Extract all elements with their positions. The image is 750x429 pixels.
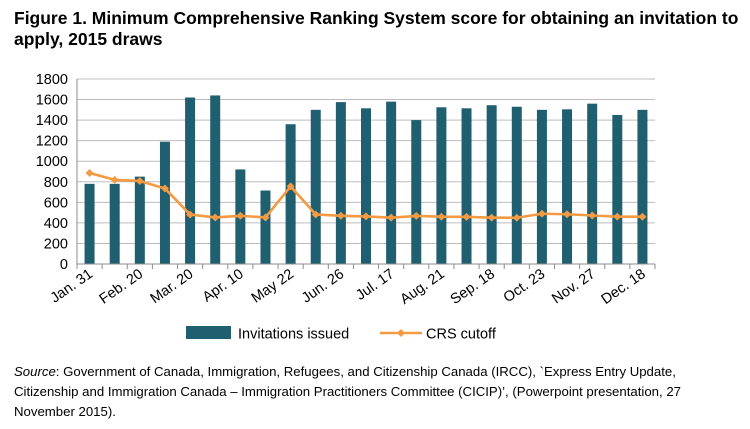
line-point bbox=[85, 168, 94, 177]
bar bbox=[536, 109, 547, 264]
source-note: Source: Government of Canada, Immigratio… bbox=[14, 362, 740, 422]
y-tick-label: 1400 bbox=[36, 113, 68, 129]
line-point bbox=[462, 212, 471, 221]
x-tick-label: Mar. 20 bbox=[148, 266, 197, 307]
bar bbox=[486, 105, 497, 264]
line-point bbox=[563, 210, 572, 219]
bar bbox=[335, 102, 346, 264]
x-tick-label: Oct. 23 bbox=[501, 266, 548, 306]
y-tick-label: 1000 bbox=[36, 154, 68, 170]
bar bbox=[310, 109, 321, 264]
legend-swatch-bars bbox=[186, 326, 231, 339]
line-point bbox=[613, 212, 622, 221]
line-point bbox=[588, 211, 597, 220]
line-point bbox=[311, 210, 320, 219]
line-point bbox=[412, 211, 421, 220]
line-series bbox=[85, 168, 647, 222]
line-point bbox=[362, 212, 370, 221]
line-point bbox=[110, 175, 119, 184]
x-axis: Jan. 31 Feb. 20 Mar. 20 Apr. 10 May 22 Jun. 2… bbox=[48, 263, 656, 308]
y-tick-label: 200 bbox=[44, 236, 68, 252]
x-tick-label: May 22 bbox=[249, 266, 297, 306]
line-point bbox=[286, 182, 295, 191]
line-point bbox=[336, 211, 345, 220]
bar bbox=[612, 114, 623, 264]
x-tick-label: Jun. 26 bbox=[299, 266, 347, 306]
bar bbox=[109, 183, 120, 264]
bar bbox=[637, 109, 648, 264]
y-axis: 0 200 400 600 800 1000 1200 1400 1600 1800 bbox=[36, 72, 78, 273]
x-tick-label: Aug. 21 bbox=[398, 266, 448, 308]
bar bbox=[511, 106, 522, 264]
line-point bbox=[437, 212, 446, 221]
x-tick-label: Feb. 20 bbox=[97, 266, 146, 307]
bar bbox=[587, 103, 598, 264]
line-point bbox=[512, 213, 521, 222]
source-label: Source bbox=[14, 364, 56, 379]
line-point bbox=[211, 213, 220, 222]
x-tick-label: Sep. 18 bbox=[448, 266, 498, 308]
line-point bbox=[387, 213, 396, 222]
line-point bbox=[236, 211, 245, 220]
x-tick-label: Apr. 10 bbox=[200, 266, 247, 305]
y-tick-label: 0 bbox=[60, 257, 68, 273]
x-tick-label: Jul. 17 bbox=[353, 266, 397, 304]
bar bbox=[210, 95, 221, 264]
x-tick-label: Dec. 18 bbox=[599, 266, 649, 308]
x-tick-label: Jan. 31 bbox=[48, 266, 96, 306]
bar-series bbox=[84, 95, 648, 264]
line-point bbox=[186, 210, 195, 219]
bar bbox=[159, 141, 170, 264]
source-text: : Government of Canada, Immigration, Ref… bbox=[14, 364, 681, 419]
bar bbox=[562, 109, 573, 264]
line-point bbox=[638, 212, 647, 221]
legend-marker bbox=[397, 329, 405, 337]
bar bbox=[185, 97, 196, 264]
line-point bbox=[160, 184, 169, 193]
bar bbox=[84, 183, 95, 264]
legend-label: Invitations issued bbox=[238, 327, 349, 343]
legend-label: CRS cutoff bbox=[426, 327, 497, 343]
y-tick-label: 1600 bbox=[36, 93, 68, 109]
y-tick-label: 1200 bbox=[36, 134, 68, 150]
line-point bbox=[537, 209, 546, 218]
y-tick-label: 1800 bbox=[36, 72, 68, 88]
y-tick-label: 600 bbox=[44, 195, 68, 211]
chart-figure: 0 200 400 600 800 1000 1200 1400 1600 1800 Jan. 3… bbox=[36, 72, 656, 343]
bar bbox=[285, 124, 296, 264]
bar bbox=[134, 176, 145, 264]
y-tick-label: 800 bbox=[44, 175, 68, 191]
line-point bbox=[261, 213, 270, 222]
bar bbox=[411, 120, 422, 264]
bar bbox=[386, 101, 397, 264]
bar bbox=[461, 108, 472, 264]
chart-title: Figure 1. Minimum Comprehensive Ranking … bbox=[14, 8, 739, 49]
y-tick-label: 400 bbox=[44, 216, 68, 232]
line-point bbox=[487, 213, 496, 222]
bar bbox=[361, 108, 371, 264]
bar bbox=[436, 107, 447, 264]
bar bbox=[260, 190, 271, 264]
line-point bbox=[135, 176, 144, 185]
legend: Invitations issued CRS cutoff bbox=[186, 326, 497, 343]
x-tick-label: Nov. 27 bbox=[549, 266, 598, 307]
